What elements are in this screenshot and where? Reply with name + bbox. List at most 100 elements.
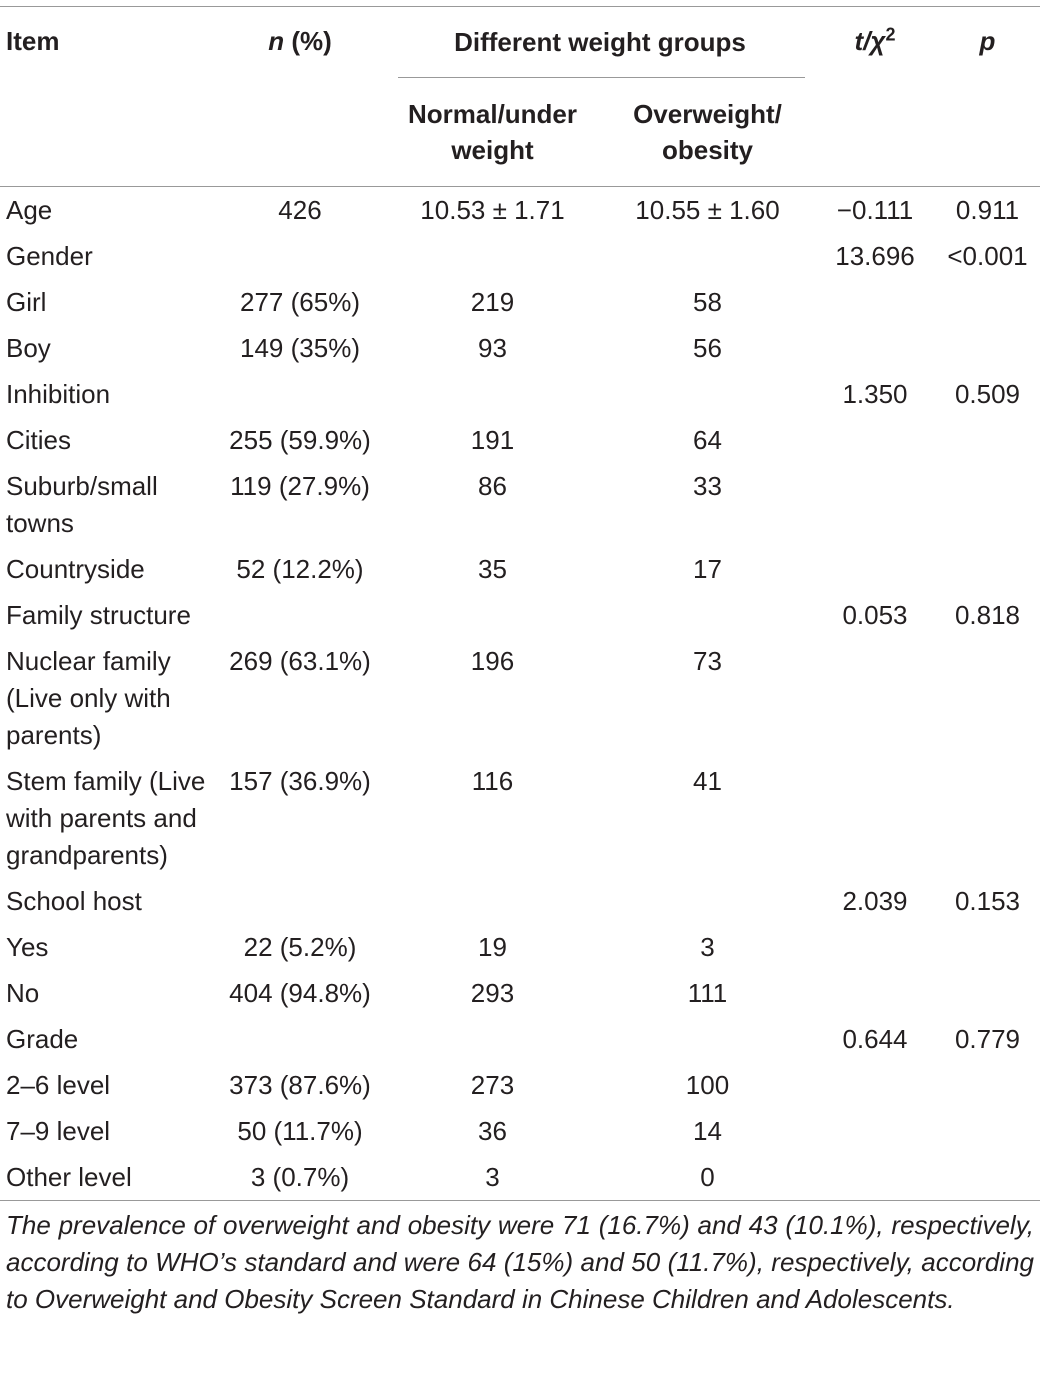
table-cell [215,878,385,924]
table-cell: 36 [385,1108,600,1154]
data-table: Item n (%) Different weight groups t/χ2 … [0,6,1040,1201]
header-var: t/χ [854,26,886,56]
table-cell [935,1062,1040,1108]
header-cell: Normal/under weight [385,78,600,187]
row-label: 2–6 level [6,1069,111,1100]
header-text: Different weight groups [454,27,746,58]
table-cell: 219 [385,279,600,325]
cell-value: 157 (36.9%) [229,765,371,796]
table-cell: 293 [385,970,600,1016]
table-cell: 93 [385,325,600,371]
table-cell [935,758,1040,878]
table-cell: 33 [600,463,815,546]
cell-value: 255 (59.9%) [229,424,371,455]
table-cell: 0.509 [935,371,1040,417]
cell-value: 373 (87.6%) [229,1069,371,1100]
row-label: Girl [6,286,47,317]
cell-value: 293 [470,977,515,1008]
row-label: Yes [6,931,49,962]
cell-value: 149 (35%) [240,332,360,363]
table-cell: 0.053 [815,592,935,638]
cell-value: −0.111 [836,194,914,225]
table-cell: Girl [0,279,215,325]
table-cell [385,233,600,279]
table-cell: 19 [385,924,600,970]
table-cell [935,417,1040,463]
cell-value: 86 [478,470,507,501]
table-cell: 3 [600,924,815,970]
table-cell [815,1108,935,1154]
table-cell: 426 [215,187,385,234]
cell-value: 14 [693,1115,722,1146]
table-cell: 0 [600,1154,815,1201]
table-cell: Other level [0,1154,215,1201]
table-cell: 2–6 level [0,1062,215,1108]
table-cell: 0.644 [815,1016,935,1062]
table-cell [815,1062,935,1108]
header-text: Item [6,26,60,56]
table-cell: 191 [385,417,600,463]
table-cell [385,1016,600,1062]
table-cell [600,233,815,279]
table-cell [935,546,1040,592]
table-cell [935,1154,1040,1201]
table-cell: Boy [0,325,215,371]
table-cell: 255 (59.9%) [215,417,385,463]
table-cell [385,878,600,924]
cell-value: 19 [478,931,507,962]
row-label: School host [6,885,142,916]
table-cell: 10.53 ± 1.71 [385,187,600,234]
cell-value: 100 [685,1069,730,1100]
row-label: Stem family (Live with parents and grand… [6,765,206,870]
table-cell [815,325,935,371]
table-cell [815,758,935,878]
table-row: Cities 255 (59.9%) 191 64 [0,417,1040,463]
table-row: 2–6 level 373 (87.6%) 273 100 [0,1062,1040,1108]
cell-value: 0.153 [954,885,1021,916]
cell-value: 3 [485,1161,500,1192]
cell-value: 36 [478,1115,507,1146]
table-cell: 86 [385,463,600,546]
table-row: No 404 (94.8%) 293 111 [0,970,1040,1016]
table-cell: Nuclear family (Live only with parents) [0,638,215,758]
table-cell: 116 [385,758,600,878]
row-label: Other level [6,1161,132,1192]
table-cell [935,924,1040,970]
table-cell: 13.696 [815,233,935,279]
table-cell: Countryside [0,546,215,592]
row-label: Cities [6,424,72,455]
cell-value: 73 [693,645,722,676]
table-cell [215,1016,385,1062]
cell-value: 0.911 [955,194,1020,225]
table-cell [815,638,935,758]
cell-value: 41 [693,765,722,796]
table-cell [815,417,935,463]
table-cell [215,233,385,279]
table-cell: 2.039 [815,878,935,924]
table-cell: 3 [385,1154,600,1201]
table-cell: −0.111 [815,187,935,234]
cell-value: 0.053 [842,599,908,630]
table-cell [815,546,935,592]
table-row: Family structure 0.053 0.818 [0,592,1040,638]
row-label: 7–9 level [6,1115,111,1146]
row-label: Inhibition [6,378,111,409]
cell-value: 269 (63.1%) [229,645,371,676]
table-cell: 1.350 [815,371,935,417]
cell-value: 2.039 [842,885,908,916]
header-cell: n (%) [215,7,385,187]
row-label: Suburb/small towns [6,470,158,538]
table-cell [600,878,815,924]
table-cell: Family structure [0,592,215,638]
table-row: Boy 149 (35%) 93 56 [0,325,1040,371]
header-unit: (%) [291,26,332,56]
table-cell: 50 (11.7%) [215,1108,385,1154]
table-cell: <0.001 [935,233,1040,279]
table-cell: 64 [600,417,815,463]
table-cell: 196 [385,638,600,758]
header-var: p [979,26,996,56]
table-cell [815,463,935,546]
cell-value: 277 (65%) [240,286,360,317]
footnote: The prevalence of overweight and obesity… [6,1210,1034,1314]
cell-value: 56 [693,332,722,363]
